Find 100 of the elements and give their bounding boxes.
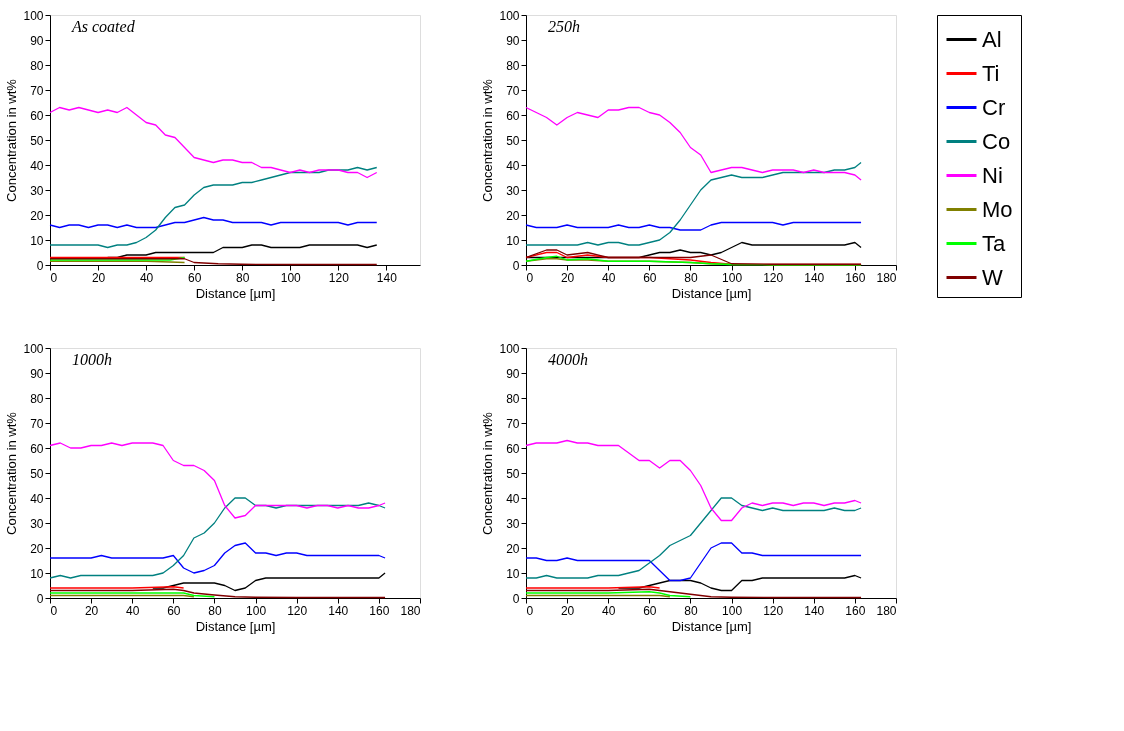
y-tick-label: 80 — [30, 58, 44, 73]
legend-label: W — [982, 264, 1003, 290]
y-tick-label: 60 — [30, 108, 44, 123]
y-tick-label: 100 — [499, 341, 520, 356]
x-tick-label: 20 — [560, 270, 575, 285]
y-tick-label: 90 — [30, 33, 44, 48]
y-tick-label: 50 — [506, 466, 520, 481]
y-tick-label: 70 — [30, 416, 44, 431]
legend-label: Co — [982, 128, 1011, 154]
y-tick-label: 20 — [30, 208, 44, 223]
y-tick-label: 20 — [30, 541, 44, 556]
y-tick-label: 10 — [506, 233, 520, 248]
x-tick-label: 100 — [280, 270, 302, 285]
x-axis-title: Distance [µm] — [195, 285, 276, 301]
x-tick-label: 80 — [236, 270, 250, 285]
y-tick-label: 40 — [506, 491, 520, 506]
x-tick-label: 120 — [328, 270, 350, 285]
y-tick-label: 90 — [30, 366, 44, 381]
legend-label: Ti — [982, 60, 1000, 86]
x-tick-label: 180 — [876, 270, 897, 285]
y-tick-label: 70 — [30, 83, 44, 98]
x-tick-label: 20 — [84, 603, 99, 618]
y-axis-title: Concentration in wt% — [4, 78, 20, 202]
x-tick-label: 0 — [50, 270, 58, 285]
chart-title: 250h — [548, 18, 580, 35]
x-axis-title: Distance [µm] — [671, 618, 752, 634]
x-tick-label: 20 — [91, 270, 106, 285]
x-tick-label: 40 — [602, 603, 616, 618]
x-tick-label: 140 — [376, 270, 398, 285]
x-tick-label: 60 — [167, 603, 181, 618]
x-tick-label: 0 — [50, 603, 58, 618]
x-tick-label: 0 — [526, 603, 534, 618]
y-tick-label: 40 — [506, 158, 520, 173]
y-tick-label: 30 — [506, 183, 520, 198]
x-tick-label: 60 — [643, 603, 657, 618]
y-tick-label: 40 — [30, 491, 44, 506]
x-tick-label: 180 — [400, 603, 421, 618]
y-tick-label: 90 — [506, 366, 520, 381]
legend-label: Ni — [982, 162, 1003, 188]
legend-label: Ta — [982, 230, 1006, 256]
x-tick-label: 160 — [845, 270, 866, 285]
x-tick-label: 40 — [139, 270, 154, 285]
x-axis-title: Distance [µm] — [195, 618, 276, 634]
y-tick-label: 50 — [506, 133, 520, 148]
x-axis-title: Distance [µm] — [671, 285, 752, 301]
y-tick-label: 100 — [23, 341, 44, 356]
x-tick-label: 0 — [526, 270, 534, 285]
y-axis-title: Concentration in wt% — [480, 78, 496, 202]
y-tick-label: 30 — [30, 516, 44, 531]
x-tick-label: 160 — [369, 603, 390, 618]
y-tick-label: 50 — [30, 133, 44, 148]
y-tick-label: 20 — [506, 208, 520, 223]
y-axis-title: Concentration in wt% — [4, 411, 20, 535]
y-tick-label: 0 — [512, 258, 520, 273]
y-tick-label: 80 — [506, 58, 520, 73]
y-tick-label: 0 — [36, 591, 44, 606]
y-tick-label: 0 — [36, 258, 44, 273]
x-tick-label: 40 — [602, 270, 616, 285]
y-tick-label: 30 — [30, 183, 44, 198]
y-tick-label: 60 — [506, 108, 520, 123]
x-tick-label: 100 — [246, 603, 267, 618]
x-tick-label: 120 — [763, 270, 784, 285]
y-tick-label: 60 — [30, 441, 44, 456]
chart-title: As coated — [71, 18, 136, 35]
x-tick-label: 100 — [722, 270, 743, 285]
y-tick-label: 80 — [30, 391, 44, 406]
y-tick-label: 80 — [506, 391, 520, 406]
x-tick-label: 60 — [187, 270, 202, 285]
x-tick-label: 80 — [684, 270, 698, 285]
x-tick-label: 60 — [643, 270, 657, 285]
y-tick-label: 70 — [506, 416, 520, 431]
y-tick-label: 100 — [23, 8, 44, 23]
y-tick-label: 50 — [30, 466, 44, 481]
y-tick-label: 30 — [506, 516, 520, 531]
y-tick-label: 70 — [506, 83, 520, 98]
x-tick-label: 120 — [763, 603, 784, 618]
y-tick-label: 10 — [30, 566, 44, 581]
y-tick-label: 40 — [30, 158, 44, 173]
y-axis-title: Concentration in wt% — [480, 411, 496, 535]
x-tick-label: 100 — [722, 603, 743, 618]
x-tick-label: 80 — [208, 603, 222, 618]
x-tick-label: 80 — [684, 603, 698, 618]
y-tick-label: 100 — [499, 8, 520, 23]
x-tick-label: 160 — [845, 603, 866, 618]
x-tick-label: 40 — [126, 603, 140, 618]
chart-title: 1000h — [72, 351, 112, 368]
chart-title: 4000h — [548, 351, 588, 368]
y-tick-label: 10 — [506, 566, 520, 581]
y-tick-label: 20 — [506, 541, 520, 556]
x-tick-label: 140 — [328, 603, 349, 618]
legend-label: Cr — [982, 94, 1006, 120]
x-tick-label: 140 — [804, 603, 825, 618]
y-tick-label: 10 — [30, 233, 44, 248]
y-tick-label: 0 — [512, 591, 520, 606]
y-tick-label: 60 — [506, 441, 520, 456]
legend-label: Al — [982, 26, 1002, 52]
x-tick-label: 20 — [560, 603, 575, 618]
legend-label: Mo — [982, 196, 1013, 222]
x-tick-label: 180 — [876, 603, 897, 618]
x-tick-label: 140 — [804, 270, 825, 285]
